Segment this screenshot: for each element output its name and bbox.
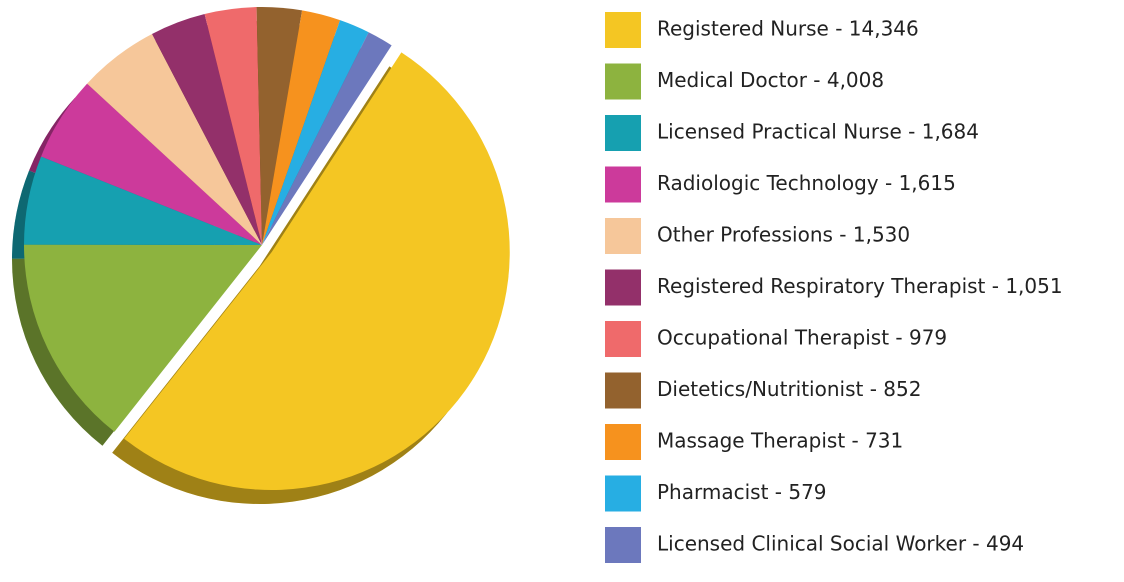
- slice: [256, 7, 303, 246]
- slice: [204, 7, 262, 245]
- legend-label: Other Professions - 1,530: [657, 223, 910, 247]
- legend-swatch: [605, 475, 641, 512]
- legend-label: Massage Therapist - 731: [657, 429, 903, 453]
- legend-label: Dietetics/Nutritionist - 852: [657, 377, 921, 401]
- slice: [41, 83, 262, 245]
- legend-label: Licensed Practical Nurse - 1,684: [657, 120, 979, 144]
- slice: [24, 244, 263, 432]
- legend-swatch: [605, 218, 641, 254]
- pie: [24, 7, 510, 490]
- legend-label: Occupational Therapist - 979: [657, 326, 947, 350]
- legend-label: Licensed Clinical Social Worker - 494: [657, 532, 1024, 556]
- legend-swatch: [605, 372, 641, 409]
- legend-swatch: [605, 12, 641, 48]
- legend-swatch: [605, 321, 641, 357]
- legend-label: Pharmacist - 579: [657, 480, 827, 504]
- legend-label: Registered Nurse - 14,346: [657, 17, 919, 41]
- slice: [262, 32, 392, 246]
- legend-swatch: [605, 269, 641, 306]
- slice: [262, 20, 369, 245]
- slice: [262, 10, 341, 246]
- legend-swatch: [605, 115, 641, 151]
- legend-swatch: [605, 424, 641, 460]
- legend-swatch: [605, 63, 641, 100]
- slice: [24, 156, 262, 245]
- slice: [124, 52, 510, 490]
- legend-label: Medical Doctor - 4,008: [657, 68, 884, 92]
- slice: [151, 14, 262, 245]
- legend-swatch: [605, 166, 641, 203]
- legend-label: Radiologic Technology - 1,615: [657, 171, 956, 195]
- legend-swatch: [605, 527, 641, 563]
- legend: Registered Nurse - 14,346 Medical Doctor …: [605, 12, 1063, 563]
- legend-label: Registered Respiratory Therapist - 1,051: [657, 274, 1063, 298]
- slice: [87, 33, 262, 246]
